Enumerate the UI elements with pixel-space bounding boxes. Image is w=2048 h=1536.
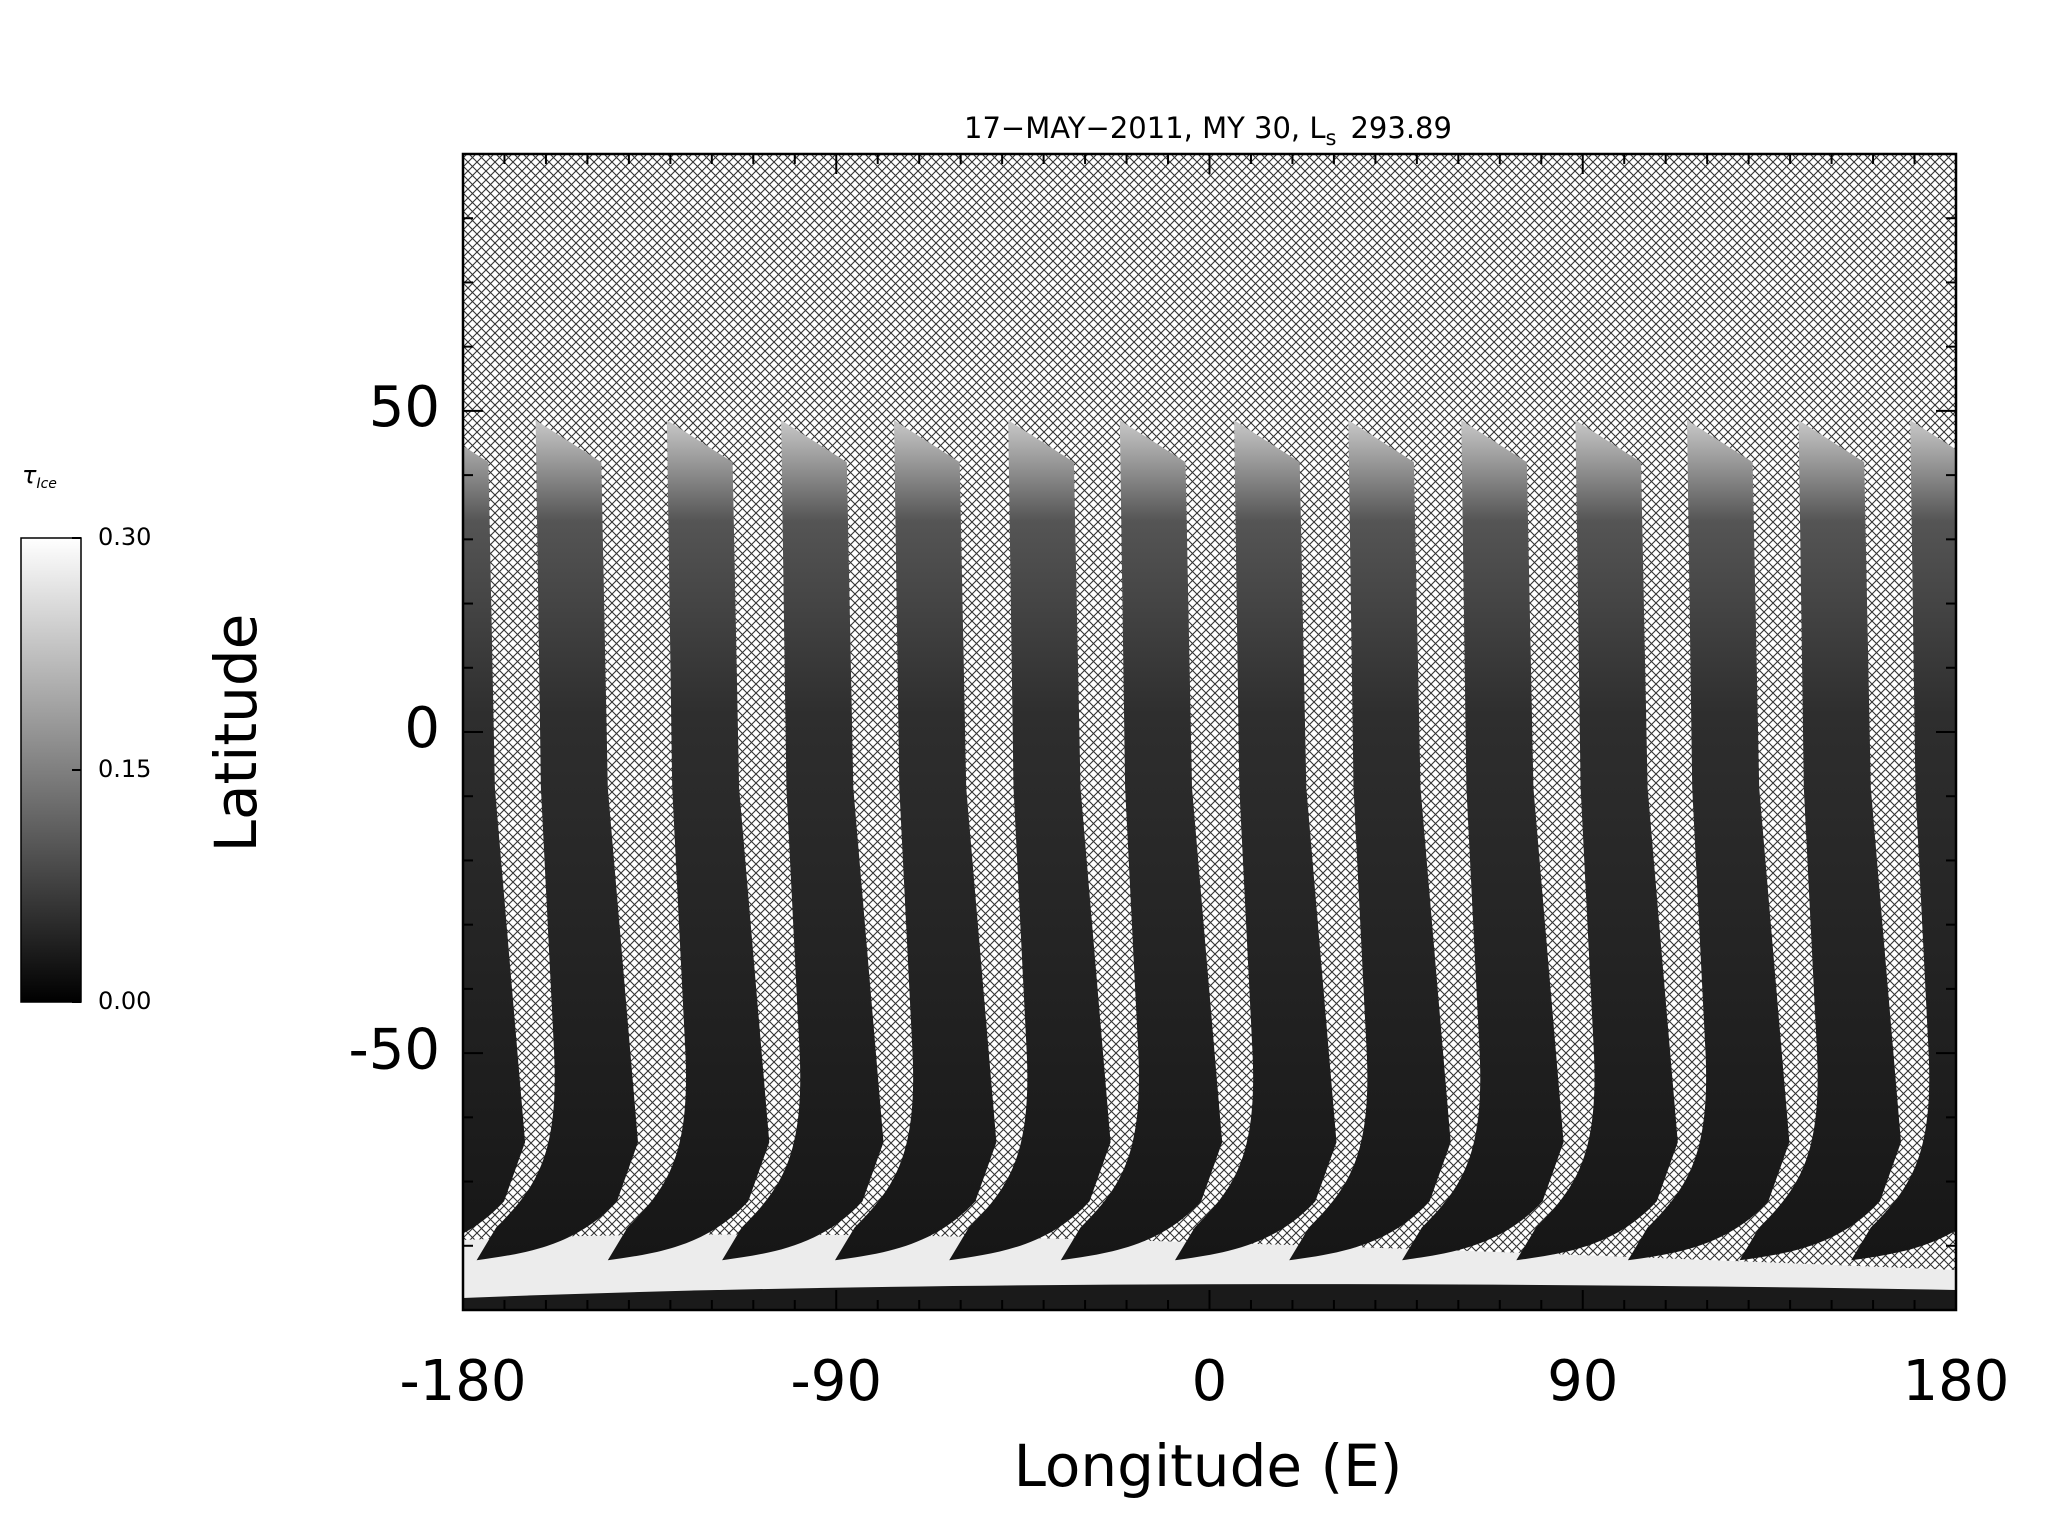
colorbar-symbol: τ (22, 461, 37, 489)
swath (949, 420, 1111, 1261)
colorbar-tick-label: 0.00 (98, 987, 151, 1015)
colorbar-subscript: Ice (36, 476, 56, 492)
x-axis-label: Longitude (E) (1014, 1432, 1403, 1500)
swath (722, 420, 884, 1261)
y-tick-label: -50 (349, 1017, 440, 1082)
swath (1516, 420, 1678, 1261)
swath (1739, 420, 1901, 1261)
swath (1402, 420, 1564, 1261)
swath (1060, 420, 1223, 1261)
colorbar-label: τIce (22, 461, 57, 492)
y-tick-label: 0 (404, 696, 440, 761)
chart-title: 17−MAY−2011, MY 30, Ls 293.89 (964, 111, 1452, 150)
swath (1175, 420, 1337, 1261)
colorbar (20, 537, 82, 1003)
y-tick-label: 50 (369, 375, 440, 440)
colorbar-tick-label: 0.15 (98, 755, 151, 783)
axes: -180 -90 0 90 180 -50 0 50 0.00 0.15 0.30 (72, 154, 2009, 1414)
x-tick-label: 90 (1547, 1349, 1618, 1414)
swath (1289, 420, 1451, 1261)
colorbar-tick-label: 0.30 (98, 523, 151, 551)
swath (835, 420, 997, 1261)
title-value: 293.89 (1350, 111, 1451, 145)
y-axis-label: Latitude (202, 614, 270, 853)
swath (1851, 420, 1956, 1261)
x-tick-label: -90 (791, 1349, 882, 1414)
x-tick-label: 0 (1192, 1349, 1228, 1414)
title-subscript: s (1326, 126, 1337, 150)
swath (1627, 420, 1790, 1261)
swath (476, 420, 638, 1261)
swath (463, 445, 526, 1234)
title-text: 17−MAY−2011, MY 30, L (964, 111, 1326, 145)
swaths (463, 420, 1956, 1310)
x-tick-label: 180 (1903, 1349, 2010, 1414)
swath (607, 420, 770, 1261)
x-tick-label: -180 (399, 1349, 526, 1414)
